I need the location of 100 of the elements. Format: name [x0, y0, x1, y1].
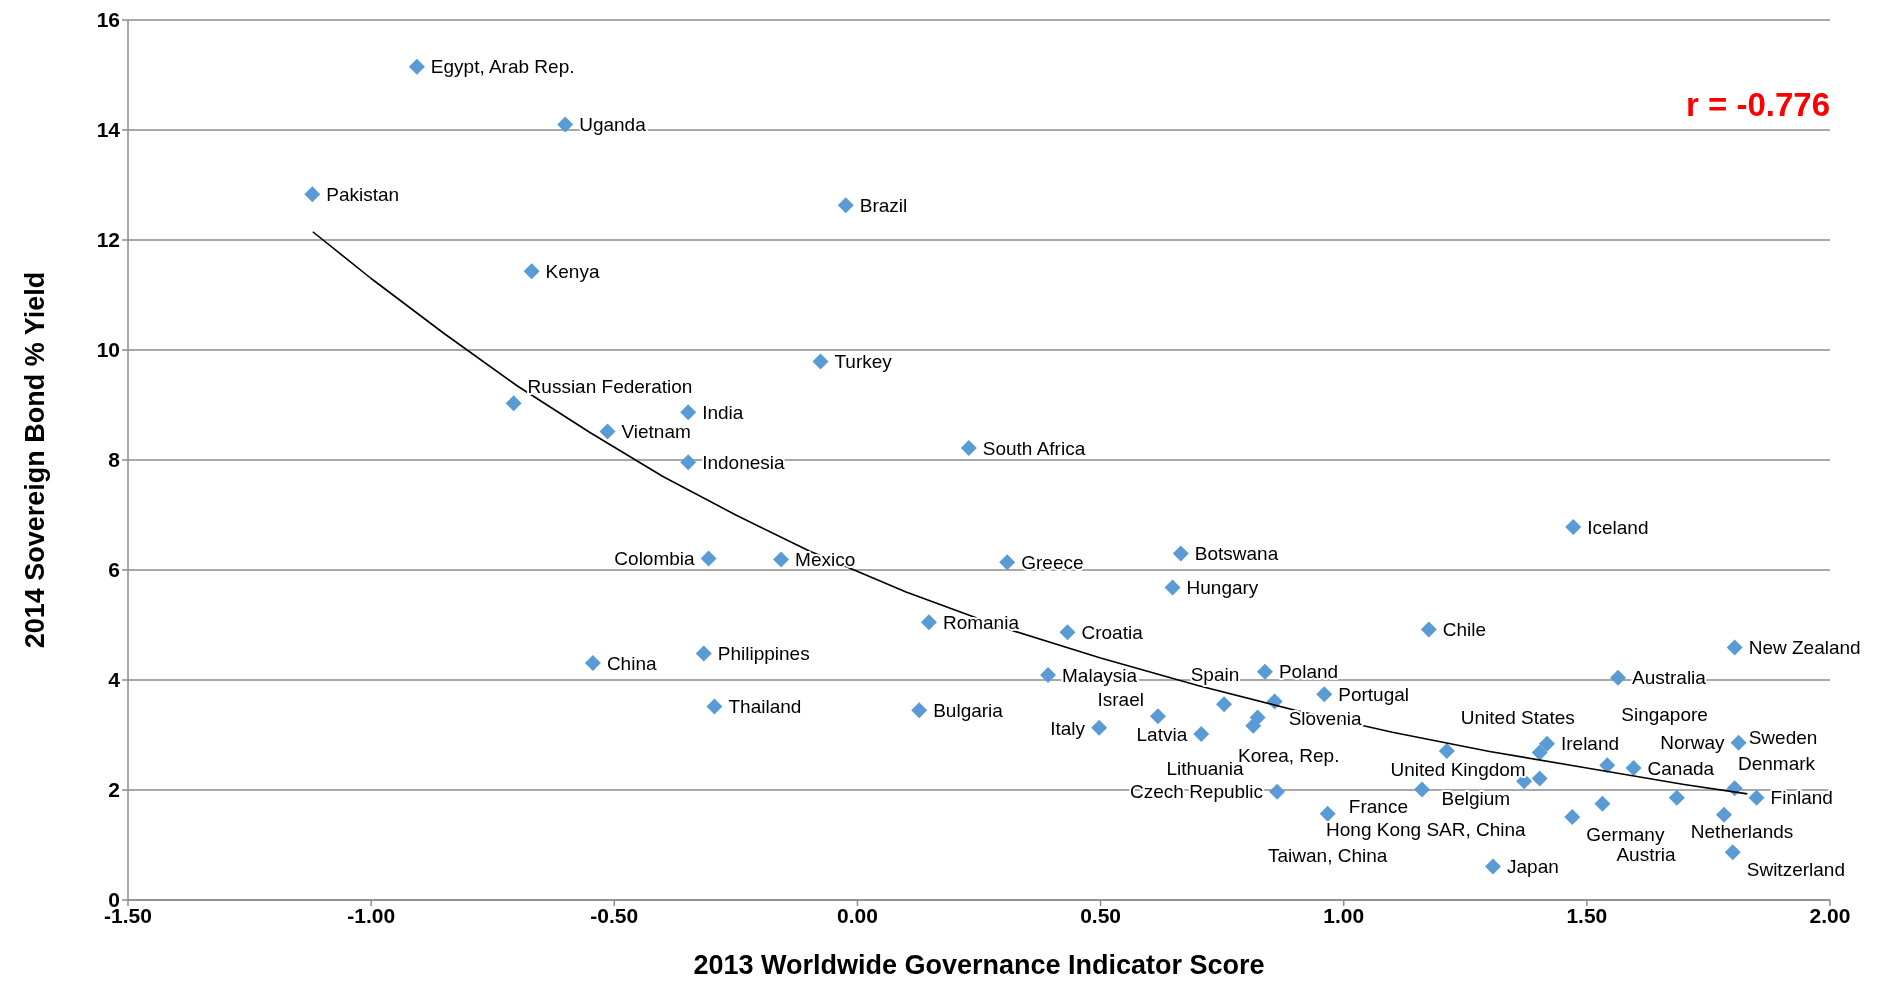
y-tick-label: 12 [96, 228, 120, 252]
point [1748, 789, 1765, 806]
annotation: United States [1460, 706, 1575, 728]
x-tick-label: -0.50 [590, 903, 639, 927]
point [700, 550, 717, 567]
annotation: Croatia [1081, 621, 1144, 643]
y-tick-label: 10 [96, 338, 120, 362]
point [812, 353, 829, 370]
point [680, 404, 697, 421]
annotation: Bulgaria [933, 699, 1004, 721]
point [1193, 725, 1210, 742]
point [557, 116, 574, 133]
annotation: Denmark [1737, 753, 1816, 775]
point [1316, 686, 1333, 703]
point [1216, 696, 1233, 713]
annotation: r = -0.776 [1685, 86, 1830, 124]
annotation: Norway [1660, 732, 1726, 754]
x-tick-label: 2.00 [1809, 903, 1851, 927]
point [1256, 663, 1273, 680]
point [706, 698, 723, 715]
annotation: Latvia [1136, 723, 1188, 745]
y-tick-label: 14 [96, 118, 121, 142]
annotation: Poland [1278, 661, 1339, 683]
point [680, 454, 697, 471]
annotation: Turkey [834, 351, 893, 373]
y-axis-title: 2014 Sovereign Bond % Yield [19, 271, 50, 649]
point [911, 702, 928, 719]
annotation: Germany [1586, 823, 1665, 845]
y-tick-label: 4 [108, 668, 121, 692]
annotation: India [702, 401, 744, 423]
annotation: Iceland [1587, 516, 1649, 538]
annotation: Ireland [1560, 733, 1620, 755]
point [1531, 744, 1548, 761]
point [920, 614, 937, 631]
annotation: Switzerland [1746, 858, 1845, 880]
y-tick-label: 16 [96, 8, 120, 32]
point [1245, 717, 1262, 734]
x-axis-title: 2013 Worldwide Governance Indicator Score [693, 950, 1265, 980]
point [1531, 770, 1548, 787]
point [1538, 735, 1555, 752]
point [1149, 708, 1166, 725]
annotation: Kenya [545, 261, 600, 282]
point [1724, 844, 1741, 861]
x-tick-label: -1.00 [347, 903, 396, 927]
annotation: Hungary [1186, 577, 1259, 599]
annotation: Taiwan, China [1267, 845, 1388, 867]
point [304, 186, 321, 203]
point [1438, 742, 1455, 759]
annotation: Israel [1097, 688, 1144, 710]
annotation: Philippines [717, 643, 810, 665]
x-tick-label: 0.00 [836, 903, 878, 927]
point [1319, 805, 1336, 822]
x-tick-label: 1.00 [1323, 903, 1365, 927]
point [1599, 757, 1616, 774]
point [1485, 858, 1501, 875]
annotation: Uganda [579, 114, 647, 136]
point [1609, 669, 1626, 686]
point [1730, 734, 1747, 751]
annotation: Indonesia [702, 451, 786, 473]
point [1565, 519, 1582, 536]
annotation: Austria [1616, 844, 1676, 866]
point [960, 439, 977, 456]
point [1668, 789, 1685, 806]
annotation: Portugal [1338, 683, 1410, 705]
point [999, 554, 1016, 571]
point [584, 654, 601, 671]
annotation: United Kingdom [1390, 759, 1526, 781]
annotation: France [1348, 796, 1409, 818]
annotation: Canada [1647, 757, 1715, 779]
point [1040, 667, 1057, 684]
point [523, 263, 540, 280]
annotation: Netherlands [1690, 821, 1794, 843]
point [695, 645, 712, 662]
point [837, 197, 854, 214]
annotation: Hong Kong SAR, China [1326, 819, 1527, 841]
x-tick-label: 0.50 [1080, 903, 1122, 927]
point [1269, 783, 1286, 800]
annotation: Chile [1442, 619, 1487, 641]
annotation: Thailand [728, 696, 802, 718]
x-tick-label: 1.50 [1566, 903, 1608, 927]
annotation: Greece [1021, 551, 1084, 573]
point [1420, 621, 1437, 638]
annotation: New Zealand [1748, 637, 1861, 659]
point [505, 395, 522, 412]
annotation: Botswana [1194, 543, 1279, 565]
annotation: Sweden [1748, 727, 1818, 748]
annotation: China [606, 652, 657, 674]
y-tick-label: 8 [108, 448, 121, 472]
point [1625, 760, 1642, 776]
point [1059, 624, 1076, 641]
point [1564, 808, 1581, 825]
annotation: Singapore [1621, 703, 1708, 725]
annotation: Malaysia [1062, 664, 1138, 686]
y-tick-label: 6 [108, 558, 120, 582]
annotation: South Africa [982, 437, 1086, 459]
point [1726, 639, 1743, 656]
annotation: Spain [1190, 664, 1240, 686]
annotation: Australia [1631, 667, 1707, 689]
point [773, 551, 790, 568]
annotation: Finland [1770, 787, 1833, 809]
